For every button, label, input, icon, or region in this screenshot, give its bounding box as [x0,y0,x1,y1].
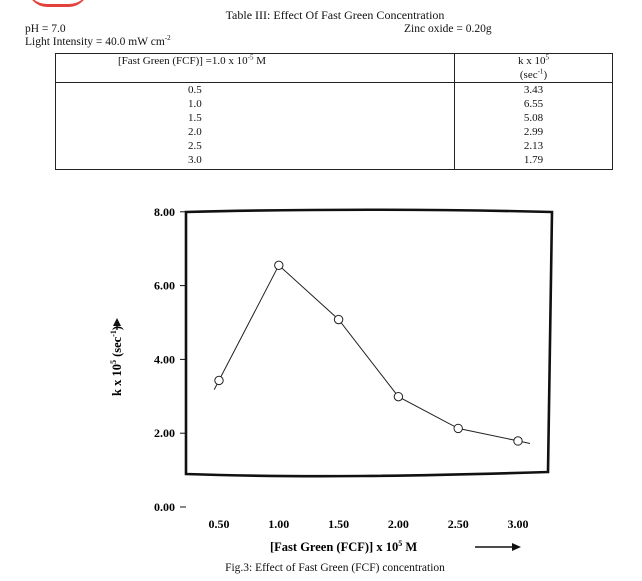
concentration-column-header: [Fast Green (FCF)] =1.0 x 10-5 M [55,53,455,83]
series-line [213,264,531,444]
table-header-row: [Fast Green (FCF)] =1.0 x 10-5 M k x 105… [55,53,613,83]
y-tick-label: 0.00 [154,500,175,514]
zinc-oxide-condition: Zinc oxide = 0.20g [404,23,492,35]
table-row: 1.0 6.55 [55,97,613,111]
conc-cell: 1.0 [55,97,455,111]
rate-cell: 3.43 [454,82,613,97]
conc-cell: 3.0 [55,153,455,170]
data-point-marker [453,423,463,434]
rate-cell: 6.55 [454,97,613,111]
rate-cell: 1.79 [454,153,613,170]
y-tick-label: 8.00 [154,205,175,219]
data-point-marker [393,391,404,402]
table-row: 0.5 3.43 [55,82,613,97]
rate-vs-concentration-chart: 0.00 2.00 4.00 6.00 8.00 0.50 1.00 1.50 2.00 2.5… [109,205,554,554]
rate-cell: 2.13 [454,139,613,153]
data-point-marker [274,260,284,271]
data-point-marker [333,314,344,325]
data-table: [Fast Green (FCF)] =1.0 x 10-5 M k x 105… [55,53,613,170]
x-tick-label: 1.50 [328,517,349,531]
table-row: 2.5 2.13 [55,139,613,153]
conc-cell: 2.0 [55,125,455,139]
conc-cell: 2.5 [55,139,455,153]
x-tick-label: 1.00 [268,517,289,531]
y-tick-label: 6.00 [154,279,175,293]
x-axis-arrow-icon [475,543,521,551]
rate-cell: 2.99 [454,125,613,139]
y-tick-label: 2.00 [154,426,175,440]
figure-caption: Fig.3: Effect of Fast Green (FCF) concen… [225,562,445,574]
table-row: 3.0 1.79 [55,153,613,170]
plot-frame [184,208,554,478]
data-point-marker [214,375,224,386]
light-intensity-condition: Light Intensity = 40.0 mW cm-2 [25,34,171,48]
x-tick-label: 2.00 [388,517,409,531]
rate-cell: 5.08 [454,111,613,125]
x-tick-label: 0.50 [209,517,230,531]
rate-column-header: k x 105 (sec-1) [454,53,613,83]
x-axis-label: [Fast Green (FCF)] x 105 M [270,539,417,554]
table-row: 1.5 5.08 [55,111,613,125]
x-tick-label: 2.50 [448,517,469,531]
table-title: Table III: Effect Of Fast Green Concentr… [225,8,445,22]
data-point-marker [513,436,523,446]
ph-condition: pH = 7.0 [25,23,66,35]
svg-text:k x 105 (sec-1): k x 105 (sec-1) [109,326,124,396]
y-tick-label: 4.00 [154,352,175,366]
conc-cell: 1.5 [55,111,455,125]
decorative-red-arc [28,0,88,7]
table-row: 2.0 2.99 [55,125,613,139]
x-tick-label: 3.00 [508,517,529,531]
y-axis-label: k x 105 (sec-1) [109,318,124,396]
conc-cell: 0.5 [55,82,455,97]
